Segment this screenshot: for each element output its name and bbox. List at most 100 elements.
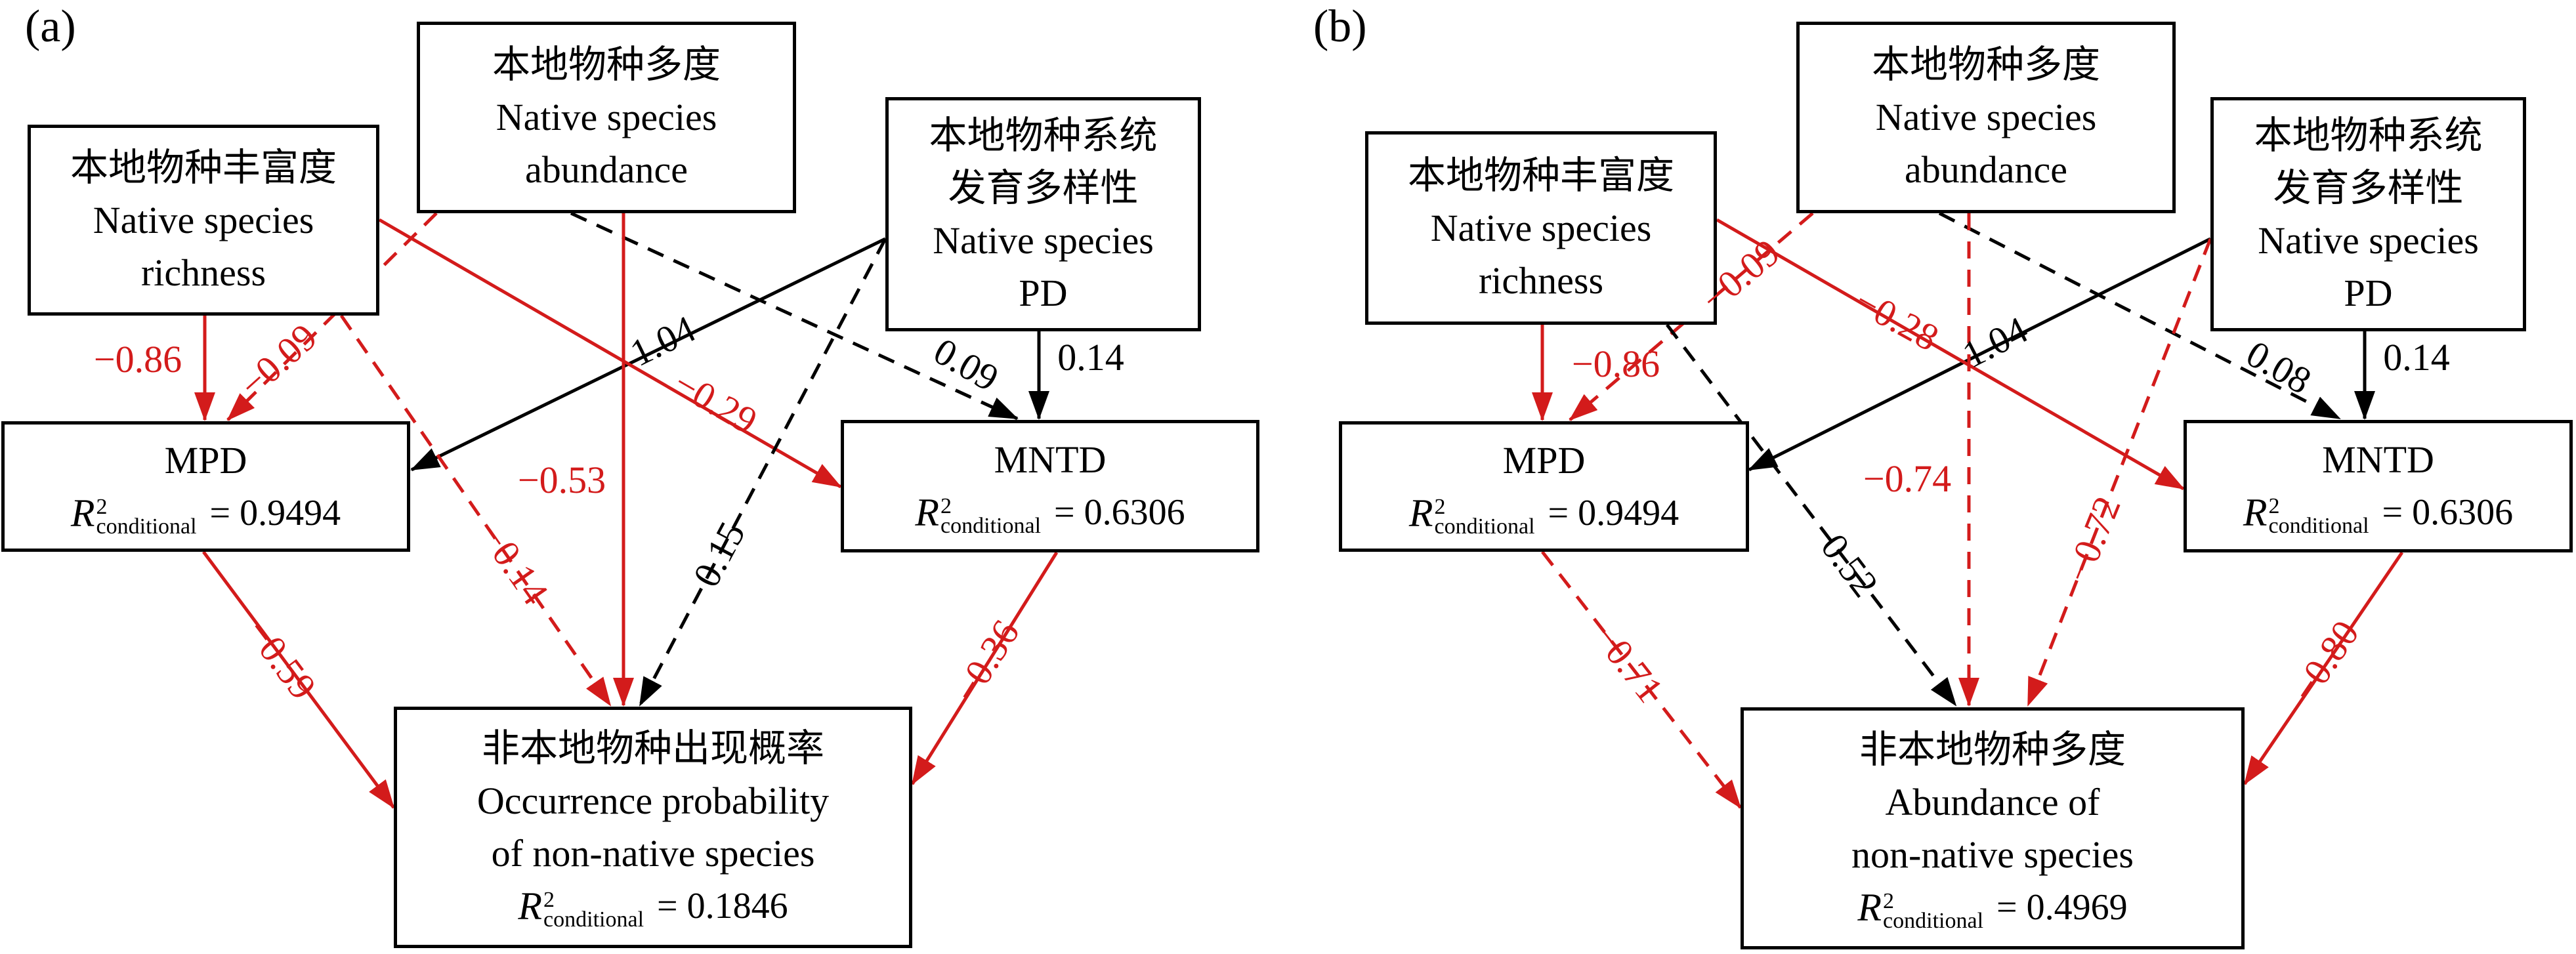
- node-text-line: Native species: [1430, 206, 1652, 249]
- r2-subscript: conditional: [1434, 514, 1535, 539]
- node-text-line: richness: [1478, 259, 1604, 302]
- node-text-line: non-native species: [1851, 833, 2134, 876]
- equals-sign: =: [1054, 492, 1075, 533]
- node-native-abundance-a: 本地物种多度 Native species abundance: [417, 22, 796, 213]
- equals-sign: =: [209, 492, 231, 533]
- node-text-line: 本地物种多度: [1871, 43, 2100, 86]
- panel-label-b: (b): [1313, 1, 1367, 52]
- r2-sup-sub: 2 conditional: [940, 494, 1042, 538]
- node-text-line: MNTD: [2322, 438, 2434, 481]
- edge-mpd-to-outcome-b: [1541, 550, 1742, 809]
- r2-superscript: 2: [543, 888, 555, 912]
- equals-sign: =: [657, 886, 678, 926]
- r2-sup-sub: 2 conditional: [96, 494, 197, 539]
- node-text-line: MPD: [1502, 438, 1586, 482]
- node-mntd-b: MNTD R 2 conditional = 0.6306: [2184, 420, 2573, 552]
- node-text-line: Native species: [1875, 96, 2097, 138]
- node-text-line: of non-native species: [491, 832, 815, 875]
- edge-native-richness-to-mntd-b: [1716, 218, 2185, 491]
- node-text-line: 非本地物种多度: [1859, 728, 2126, 771]
- node-text-line: 非本地物种出现概率: [481, 727, 824, 770]
- r2-sup-sub: 2 conditional: [2268, 494, 2369, 537]
- node-text-line: PD: [2344, 271, 2393, 314]
- edge-native-richness-to-outcome-a: [339, 314, 612, 707]
- r2-value: 0.4969: [2026, 886, 2128, 928]
- edge-native-abundance-to-mpd-b: [1569, 212, 1814, 421]
- node-native-richness-b: 本地物种丰富度 Native species richness: [1365, 131, 1717, 325]
- node-text-line: 本地物种系统: [929, 114, 1158, 157]
- edge-mntd-to-outcome-b: [2243, 551, 2404, 785]
- edge-coefficient-native-pd-to-mntd-b: 0.14: [2383, 336, 2450, 379]
- node-text-line: 发育多样性: [948, 166, 1139, 209]
- r2-sup-sub: 2 conditional: [543, 888, 644, 932]
- equals-sign: =: [1548, 492, 1569, 533]
- r2-symbol: R: [1857, 885, 1882, 929]
- node-text-line: Native species: [2258, 218, 2479, 262]
- edge-coefficient-native-pd-to-mntd-a: 0.14: [1057, 336, 1124, 379]
- node-text-line: Native species: [496, 96, 717, 138]
- r2-superscript: 2: [940, 494, 952, 518]
- r2-conditional-formula: R 2 conditional = 0.9494: [71, 487, 341, 539]
- r2-symbol: R: [1408, 491, 1433, 535]
- node-native-abundance-b: 本地物种多度 Native species abundance: [1796, 22, 2176, 213]
- node-text-line: MNTD: [994, 438, 1107, 481]
- edge-mntd-to-outcome-a: [910, 551, 1059, 785]
- r2-subscript: conditional: [940, 514, 1042, 538]
- r2-sup-sub: 2 conditional: [1883, 888, 1984, 933]
- r2-superscript: 2: [1434, 494, 1446, 519]
- node-text-line: richness: [140, 251, 266, 294]
- node-mntd-a: MNTD R 2 conditional = 0.6306: [841, 420, 1259, 552]
- node-native-richness-a: 本地物种丰富度 Native species richness: [28, 125, 379, 316]
- r2-subscript: conditional: [543, 907, 644, 932]
- edge-mpd-to-outcome-a: [201, 550, 396, 809]
- r2-symbol: R: [518, 884, 543, 928]
- node-text-line: Native species: [933, 218, 1154, 262]
- node-outcome-a: 非本地物种出现概率 Occurrence probability of non-na…: [394, 707, 912, 948]
- r2-value: 0.9494: [1578, 492, 1679, 533]
- node-text-line: PD: [1019, 271, 1068, 314]
- r2-symbol: R: [70, 491, 95, 535]
- r2-conditional-formula: R 2 conditional = 0.9494: [1409, 487, 1679, 539]
- edge-coefficient-native-abundance-to-outcome-a: −0.53: [517, 459, 606, 501]
- r2-symbol: R: [915, 491, 940, 534]
- node-native-pd-b: 本地物种系统 发育多样性 Native species PD: [2210, 97, 2526, 331]
- edge-coefficient-native-abundance-to-outcome-b: −0.74: [1863, 457, 1952, 500]
- edge-native-pd-to-outcome-a: [638, 238, 887, 707]
- edge-native-abundance-to-mntd-b: [1938, 211, 2341, 421]
- equals-sign: =: [1996, 886, 2017, 928]
- r2-conditional-formula: R 2 conditional = 0.1846: [518, 880, 788, 932]
- node-mpd-b: MPD R 2 conditional = 0.9494: [1339, 421, 1749, 552]
- r2-superscript: 2: [96, 494, 108, 519]
- r2-superscript: 2: [1883, 888, 1895, 913]
- r2-value: 0.6306: [1084, 492, 1185, 533]
- r2-superscript: 2: [2268, 494, 2280, 518]
- r2-sup-sub: 2 conditional: [1434, 494, 1535, 539]
- node-outcome-b: 非本地物种多度 Abundance of non-native species R 2 c…: [1741, 707, 2245, 949]
- edge-native-abundance-to-mntd-a: [570, 211, 1019, 421]
- r2-value: 0.1846: [686, 886, 788, 926]
- edge-native-pd-to-mpd-a: [410, 237, 887, 472]
- r2-conditional-formula: R 2 conditional = 0.6306: [915, 486, 1185, 539]
- edge-native-pd-to-mpd-b: [1748, 237, 2212, 472]
- r2-subscript: conditional: [1883, 908, 1984, 933]
- node-text-line: abundance: [525, 148, 688, 191]
- equals-sign: =: [2382, 492, 2403, 533]
- node-text-line: 本地物种丰富度: [70, 146, 337, 189]
- node-text-line: 本地物种系统: [2254, 114, 2483, 157]
- edge-native-richness-to-outcome-b: [1666, 323, 1957, 707]
- r2-conditional-formula: R 2 conditional = 0.6306: [2243, 486, 2513, 539]
- r2-subscript: conditional: [96, 514, 197, 539]
- node-text-line: Occurrence probability: [476, 779, 830, 822]
- node-text-line: Native species: [93, 198, 314, 241]
- node-text-line: 本地物种多度: [492, 43, 721, 86]
- node-text-line: 本地物种丰富度: [1407, 154, 1674, 197]
- node-mpd-a: MPD R 2 conditional = 0.9494: [1, 421, 410, 552]
- node-text-line: Abundance of: [1885, 780, 2100, 823]
- r2-value: 0.9494: [240, 492, 341, 533]
- r2-conditional-formula: R 2 conditional = 0.4969: [1857, 881, 2127, 934]
- node-text-line: abundance: [1905, 148, 2067, 191]
- node-text-line: MPD: [164, 438, 247, 482]
- edge-native-abundance-to-mpd-a: [226, 212, 438, 421]
